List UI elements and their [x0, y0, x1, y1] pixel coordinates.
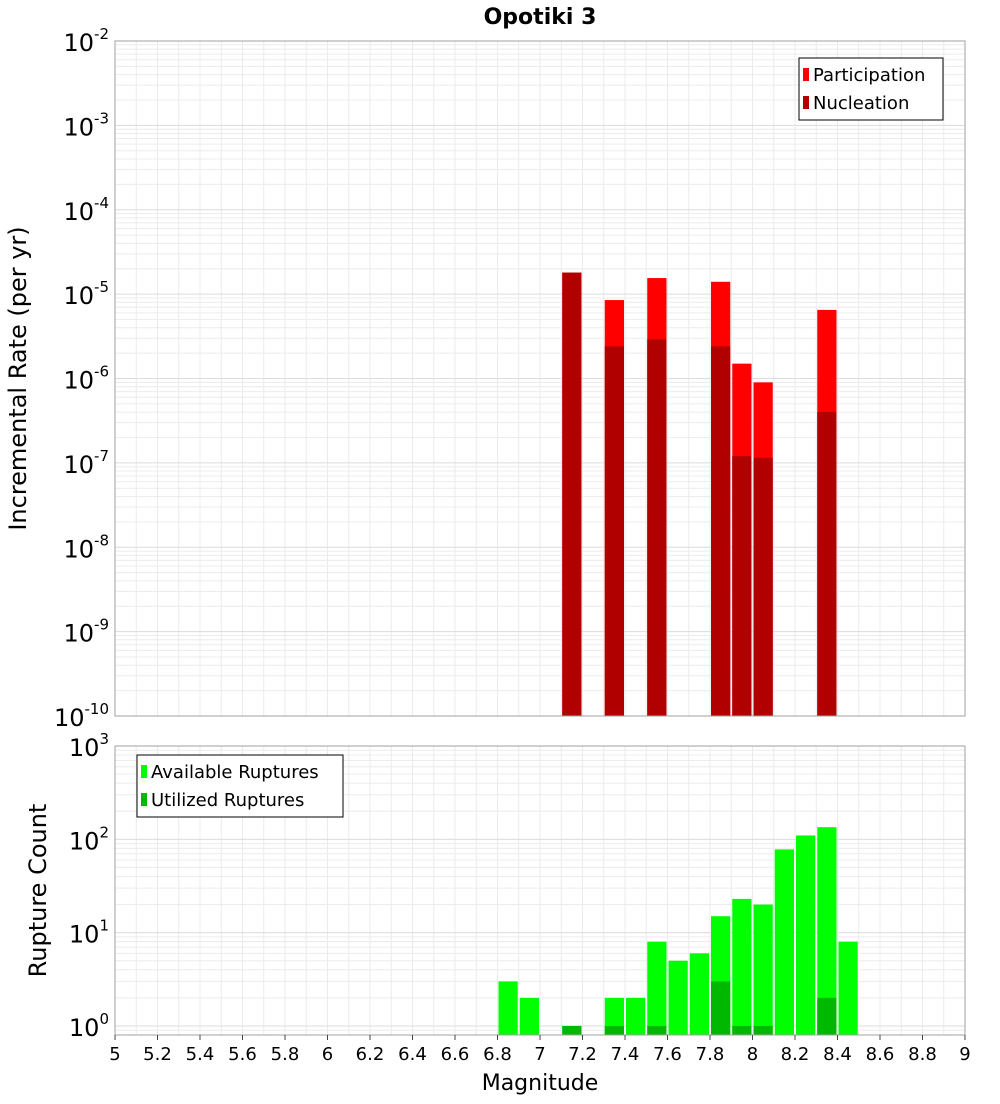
count-x-tick-label: 7 — [534, 1044, 545, 1065]
rate-bar-secondary — [647, 339, 667, 716]
count-x-tick-label: 6.8 — [483, 1044, 512, 1065]
count-bar-secondary — [732, 1025, 752, 1035]
count-bar-primary — [626, 997, 646, 1035]
count-y-tick-label: 102 — [69, 823, 109, 855]
chart-title: Opotiki 3 — [484, 5, 597, 30]
count-bar-primary — [732, 898, 752, 1035]
rate-y-tick-label: 10-6 — [63, 363, 109, 395]
count-bar-secondary — [647, 1025, 667, 1035]
rate-legend-label: Participation — [813, 65, 925, 86]
count-x-tick-label: 8.4 — [823, 1044, 852, 1065]
rate-bar-secondary — [732, 456, 752, 716]
count-x-tick-label: 6 — [322, 1044, 333, 1065]
count-x-tick-label: 5 — [109, 1044, 120, 1065]
rate-legend-label: Nucleation — [813, 93, 909, 114]
count-x-tick-label: 9 — [959, 1044, 970, 1065]
rate-legend-box — [798, 57, 944, 121]
rate-y-tick-label: 10-3 — [63, 109, 109, 141]
count-bar-secondary — [753, 1025, 773, 1035]
count-x-tick-label: 5.4 — [186, 1044, 215, 1065]
count-bar-secondary — [711, 981, 731, 1035]
rate-legend-swatch — [803, 68, 809, 81]
count-x-tick-label: 6.6 — [441, 1044, 470, 1065]
count-x-tick-label: 7.4 — [611, 1044, 640, 1065]
rate-bar-secondary — [604, 346, 624, 716]
count-y-tick-label: 100 — [69, 1010, 109, 1042]
rate-legend-swatch — [803, 96, 809, 109]
count-y-tick-label: 103 — [69, 730, 109, 762]
count-legend-box — [136, 754, 344, 818]
count-x-tick-label: 6.4 — [398, 1044, 427, 1065]
count-x-tick-label: 5.2 — [143, 1044, 172, 1065]
count-bar-primary — [668, 960, 688, 1035]
count-legend-swatch — [141, 765, 147, 778]
count-x-tick-label: 6.2 — [356, 1044, 385, 1065]
count-bar-primary — [796, 835, 816, 1035]
count-bar-primary — [647, 941, 667, 1035]
count-x-tick-label: 7.8 — [696, 1044, 725, 1065]
rate-plot-frame — [114, 40, 966, 717]
rate-bar-secondary — [562, 272, 582, 716]
count-bar-primary — [817, 827, 837, 1035]
count-bar-primary — [838, 941, 858, 1035]
count-bar-secondary — [604, 1025, 624, 1035]
rate-bar-secondary — [711, 346, 731, 716]
rate-y-tick-label: 10-5 — [63, 278, 109, 310]
count-x-tick-label: 8.8 — [908, 1044, 937, 1065]
count-x-tick-label: 8.2 — [781, 1044, 810, 1065]
count-x-tick-label: 5.6 — [228, 1044, 257, 1065]
x-axis-label: Magnitude — [482, 1071, 599, 1096]
count-bar-primary — [519, 997, 539, 1035]
rate-y-tick-label: 10-8 — [63, 531, 109, 563]
rate-y-axis-label: Incremental Rate (per yr) — [4, 226, 32, 530]
count-y-axis-label: Rupture Count — [24, 804, 52, 978]
count-bar-secondary — [562, 1025, 582, 1035]
rate-bar-secondary — [817, 412, 837, 716]
rate-y-tick-label: 10-7 — [63, 447, 109, 479]
count-x-tick-label: 7.6 — [653, 1044, 682, 1065]
count-legend-label: Available Ruptures — [151, 762, 319, 783]
rate-y-tick-label: 10-4 — [63, 194, 109, 226]
count-bar-secondary — [817, 997, 837, 1035]
count-x-tick-label: 8.6 — [866, 1044, 895, 1065]
count-y-tick-label: 101 — [69, 917, 109, 949]
count-x-tick-label: 8 — [747, 1044, 758, 1065]
count-legend-label: Utilized Ruptures — [151, 790, 304, 811]
count-bar-primary — [604, 997, 624, 1035]
count-bar-primary — [774, 849, 794, 1035]
rate-y-tick-label: 10-2 — [63, 25, 109, 57]
count-bar-primary — [753, 904, 773, 1035]
count-legend-swatch — [141, 793, 147, 806]
count-x-tick-label: 5.8 — [271, 1044, 300, 1065]
count-bar-primary — [498, 981, 518, 1035]
rate-y-tick-label: 10-10 — [54, 700, 109, 732]
count-x-tick-label: 7.2 — [568, 1044, 597, 1065]
rate-y-tick-label: 10-9 — [63, 616, 109, 648]
count-bar-primary — [689, 953, 709, 1035]
rate-bar-secondary — [753, 457, 773, 716]
